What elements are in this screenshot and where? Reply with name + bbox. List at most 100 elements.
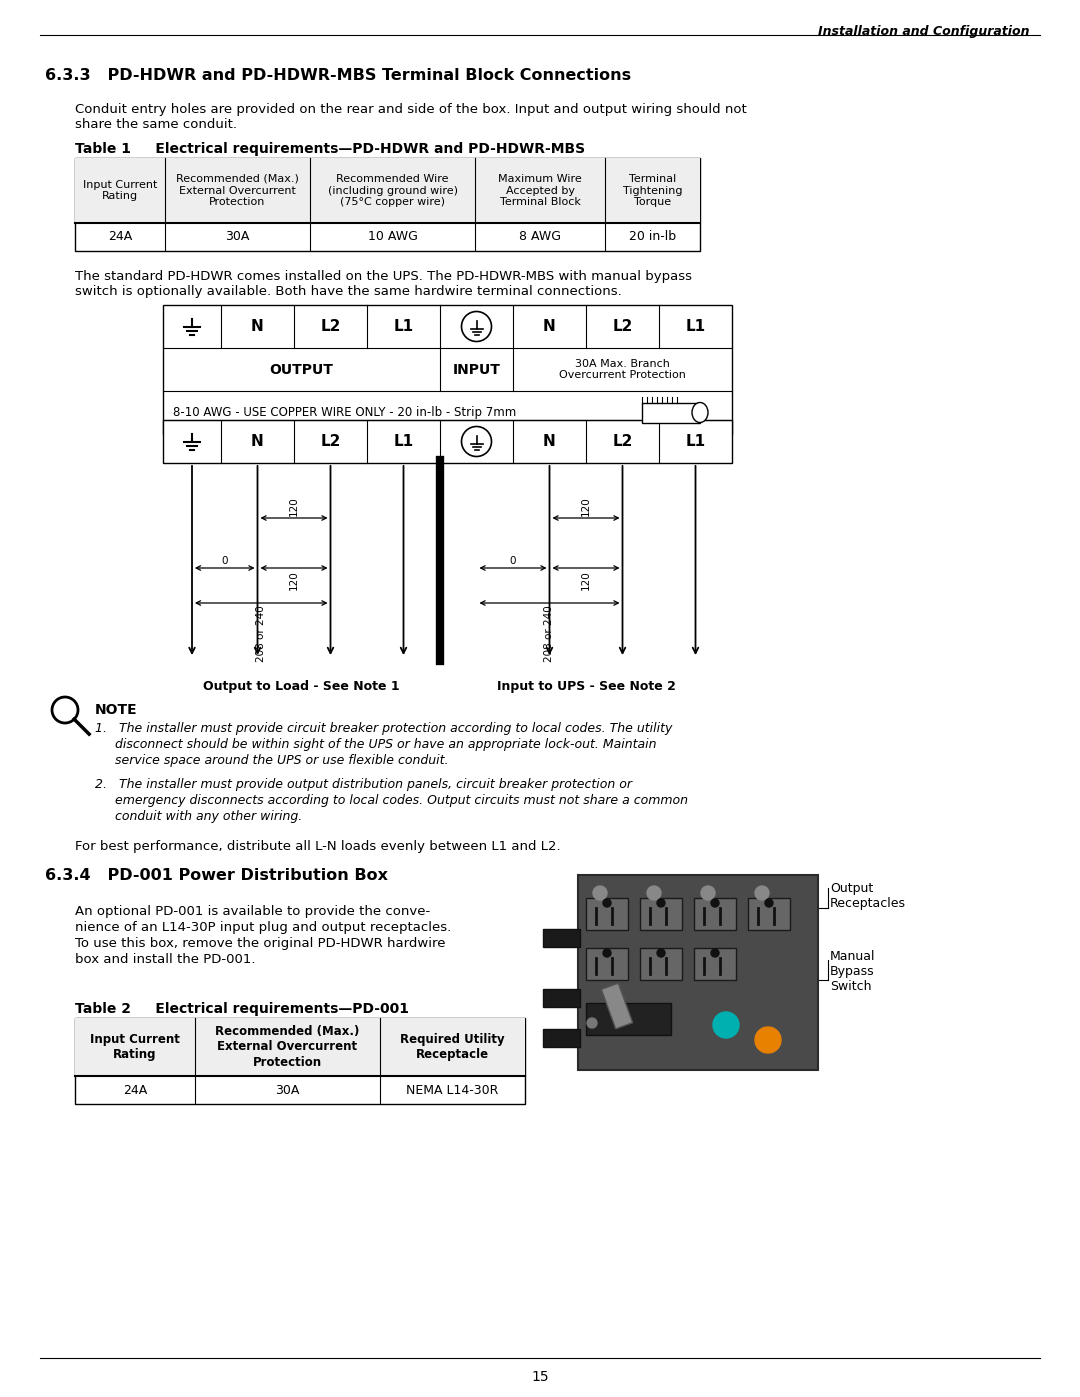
Text: 6.3.4   PD-001 Power Distribution Box: 6.3.4 PD-001 Power Distribution Box bbox=[45, 868, 388, 883]
Bar bbox=[75, 1018, 525, 1076]
Text: service space around the UPS or use flexible conduit.: service space around the UPS or use flex… bbox=[95, 754, 448, 767]
Bar bbox=[694, 898, 735, 930]
Text: N: N bbox=[252, 319, 264, 334]
Text: Output
Receptacles: Output Receptacles bbox=[831, 882, 906, 909]
Text: N: N bbox=[543, 319, 556, 334]
Bar bbox=[75, 158, 700, 251]
Text: 15: 15 bbox=[531, 1370, 549, 1384]
Text: Maximum Wire
Accepted by
Terminal Block: Maximum Wire Accepted by Terminal Block bbox=[498, 173, 582, 207]
Text: NEMA L14-30R: NEMA L14-30R bbox=[406, 1084, 499, 1097]
Text: 208 or 240: 208 or 240 bbox=[544, 605, 554, 662]
Text: 120: 120 bbox=[581, 570, 591, 590]
Text: Conduit entry holes are provided on the rear and side of the box. Input and outp: Conduit entry holes are provided on the … bbox=[75, 103, 746, 116]
Text: L1: L1 bbox=[393, 319, 414, 334]
Text: 6.3.3   PD-HDWR and PD-HDWR-MBS Terminal Block Connections: 6.3.3 PD-HDWR and PD-HDWR-MBS Terminal B… bbox=[45, 68, 631, 82]
Text: N: N bbox=[543, 434, 556, 448]
Bar bbox=[163, 420, 732, 462]
Circle shape bbox=[647, 886, 661, 900]
Text: Recommended (Max.)
External Overcurrent
Protection: Recommended (Max.) External Overcurrent … bbox=[215, 1025, 360, 1069]
Text: share the same conduit.: share the same conduit. bbox=[75, 117, 237, 131]
Circle shape bbox=[711, 949, 719, 957]
Text: 8 AWG: 8 AWG bbox=[519, 231, 561, 243]
Text: L2: L2 bbox=[612, 319, 633, 334]
Circle shape bbox=[603, 900, 611, 907]
Text: Manual
Bypass
Switch: Manual Bypass Switch bbox=[831, 950, 876, 993]
Text: nience of an L14-30P input plug and output receptacles.: nience of an L14-30P input plug and outp… bbox=[75, 921, 451, 935]
Bar bbox=[640, 898, 681, 930]
Bar bbox=[578, 875, 818, 1070]
Circle shape bbox=[657, 900, 665, 907]
Text: Output to Load - See Note 1: Output to Load - See Note 1 bbox=[203, 680, 400, 693]
Text: N: N bbox=[252, 434, 264, 448]
Text: Recommended Wire
(including ground wire)
(75°C copper wire): Recommended Wire (including ground wire)… bbox=[327, 173, 458, 207]
Bar bbox=[543, 1030, 580, 1046]
Bar bbox=[640, 949, 681, 981]
Text: 30A Max. Branch
Overcurrent Protection: 30A Max. Branch Overcurrent Protection bbox=[559, 359, 686, 380]
Bar bbox=[75, 158, 700, 224]
Text: Required Utility
Receptacle: Required Utility Receptacle bbox=[401, 1032, 504, 1060]
Text: 24A: 24A bbox=[123, 1084, 147, 1097]
Text: The standard PD-HDWR comes installed on the UPS. The PD-HDWR-MBS with manual byp: The standard PD-HDWR comes installed on … bbox=[75, 270, 692, 284]
Bar bbox=[163, 305, 732, 434]
Text: An optional PD-001 is available to provide the conve-: An optional PD-001 is available to provi… bbox=[75, 905, 430, 918]
Text: OUTPUT: OUTPUT bbox=[270, 362, 334, 377]
Circle shape bbox=[593, 886, 607, 900]
Bar bbox=[748, 898, 789, 930]
Text: conduit with any other wiring.: conduit with any other wiring. bbox=[95, 810, 302, 823]
Ellipse shape bbox=[692, 402, 708, 422]
Text: To use this box, remove the original PD-HDWR hardwire: To use this box, remove the original PD-… bbox=[75, 937, 446, 950]
Bar bbox=[586, 898, 627, 930]
Text: 20 in-lb: 20 in-lb bbox=[629, 231, 676, 243]
Text: 8-10 AWG - USE COPPER WIRE ONLY - 20 in-lb - Strip 7mm: 8-10 AWG - USE COPPER WIRE ONLY - 20 in-… bbox=[173, 407, 516, 419]
Text: disconnect should be within sight of the UPS or have an appropriate lock-out. Ma: disconnect should be within sight of the… bbox=[95, 738, 657, 752]
Text: NOTE: NOTE bbox=[95, 703, 137, 717]
Text: L1: L1 bbox=[686, 319, 705, 334]
Text: Table 2     Electrical requirements—PD-001: Table 2 Electrical requirements—PD-001 bbox=[75, 1002, 409, 1016]
Text: L2: L2 bbox=[321, 434, 340, 448]
Text: Recommended (Max.)
External Overcurrent
Protection: Recommended (Max.) External Overcurrent … bbox=[176, 173, 299, 207]
Text: L2: L2 bbox=[321, 319, 340, 334]
Circle shape bbox=[755, 886, 769, 900]
Text: L1: L1 bbox=[393, 434, 414, 448]
Circle shape bbox=[657, 949, 665, 957]
Text: L2: L2 bbox=[612, 434, 633, 448]
Text: 120: 120 bbox=[289, 570, 299, 590]
Text: 30A: 30A bbox=[226, 231, 249, 243]
Text: INPUT: INPUT bbox=[453, 362, 500, 377]
Circle shape bbox=[701, 886, 715, 900]
Bar bbox=[543, 929, 580, 947]
Circle shape bbox=[588, 1018, 597, 1028]
Circle shape bbox=[603, 949, 611, 957]
Text: Input Current
Rating: Input Current Rating bbox=[83, 180, 158, 201]
Text: 30A: 30A bbox=[275, 1084, 299, 1097]
Text: box and install the PD-001.: box and install the PD-001. bbox=[75, 953, 256, 965]
Bar bbox=[543, 989, 580, 1007]
Text: Table 1     Electrical requirements—PD-HDWR and PD-HDWR-MBS: Table 1 Electrical requirements—PD-HDWR … bbox=[75, 142, 585, 156]
Circle shape bbox=[711, 900, 719, 907]
Text: 1.   The installer must provide circuit breaker protection according to local co: 1. The installer must provide circuit br… bbox=[95, 722, 673, 735]
Text: 0: 0 bbox=[510, 556, 516, 566]
Text: For best performance, distribute all L-N loads evenly between L1 and L2.: For best performance, distribute all L-N… bbox=[75, 840, 561, 854]
Circle shape bbox=[755, 1027, 781, 1053]
Bar bbox=[642, 402, 700, 422]
Text: Installation and Configuration: Installation and Configuration bbox=[819, 25, 1030, 38]
Text: 10 AWG: 10 AWG bbox=[367, 231, 418, 243]
Text: 208 or 240: 208 or 240 bbox=[256, 605, 267, 662]
Text: Input Current
Rating: Input Current Rating bbox=[90, 1032, 180, 1060]
Text: 120: 120 bbox=[581, 496, 591, 515]
Circle shape bbox=[713, 1011, 739, 1038]
Text: 120: 120 bbox=[289, 496, 299, 515]
Text: switch is optionally available. Both have the same hardwire terminal connections: switch is optionally available. Both hav… bbox=[75, 285, 622, 298]
Text: L1: L1 bbox=[686, 434, 705, 448]
Circle shape bbox=[765, 900, 773, 907]
Bar bbox=[75, 1018, 525, 1104]
Bar bbox=[602, 983, 633, 1028]
Text: 24A: 24A bbox=[108, 231, 132, 243]
Bar bbox=[694, 949, 735, 981]
Text: 2.   The installer must provide output distribution panels, circuit breaker prot: 2. The installer must provide output dis… bbox=[95, 778, 632, 791]
Bar bbox=[586, 949, 627, 981]
Text: Input to UPS - See Note 2: Input to UPS - See Note 2 bbox=[497, 680, 675, 693]
Text: emergency disconnects according to local codes. Output circuits must not share a: emergency disconnects according to local… bbox=[95, 793, 688, 807]
Text: 0: 0 bbox=[221, 556, 228, 566]
Text: Terminal
Tightening
Torque: Terminal Tightening Torque bbox=[623, 173, 683, 207]
